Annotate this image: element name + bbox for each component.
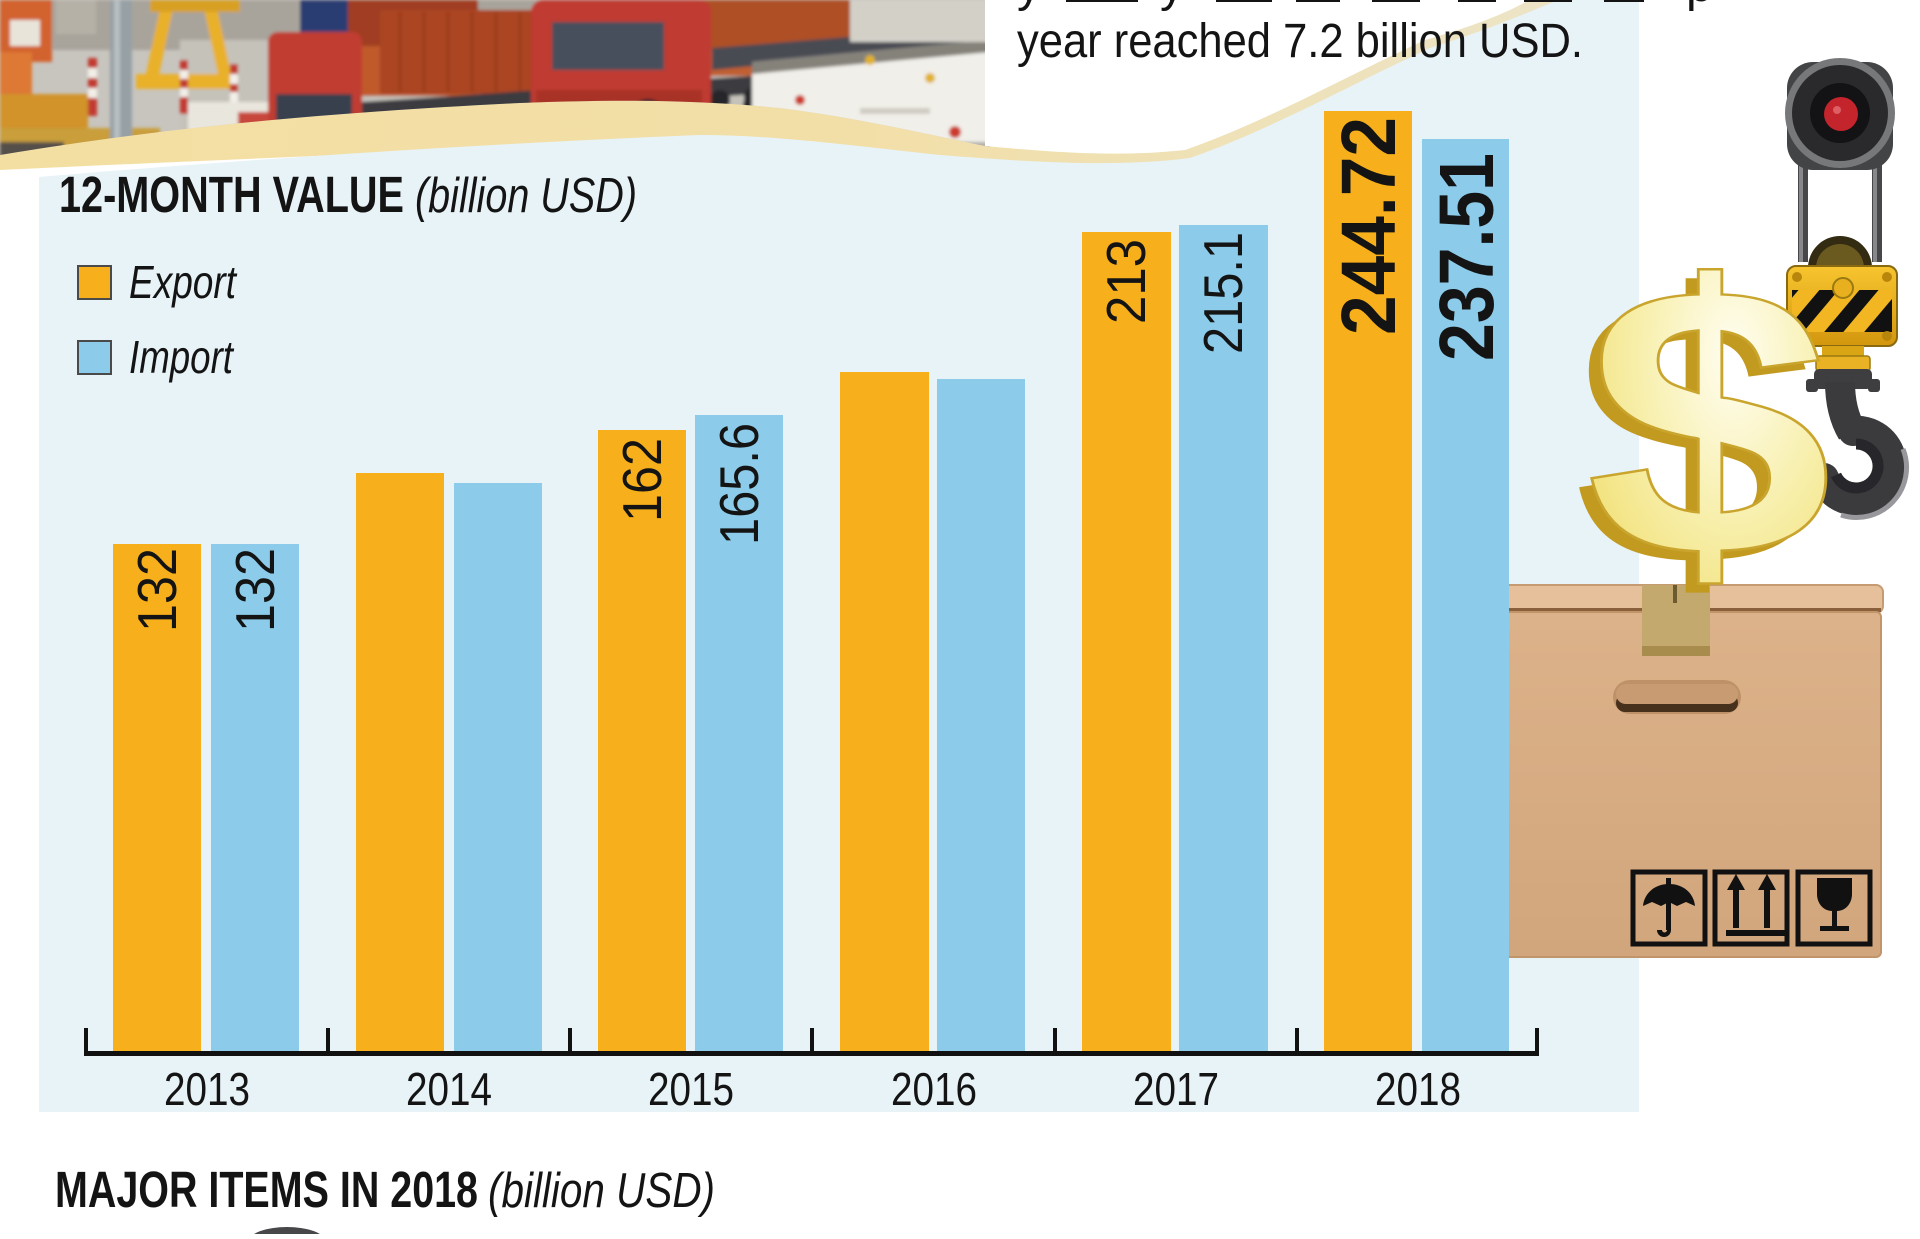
svg-text:y: y [1017, 0, 1041, 12]
svg-text:y: y [1160, 0, 1184, 12]
svg-text:Export: Export [129, 256, 238, 308]
svg-text:2016: 2016 [891, 1063, 977, 1115]
svg-text:215.1: 215.1 [1192, 232, 1254, 354]
svg-text:237.51: 237.51 [1424, 153, 1510, 361]
svg-text:132: 132 [126, 548, 188, 632]
svg-text:2013: 2013 [164, 1063, 250, 1115]
svg-text:MAJOR ITEMS IN 2018: MAJOR ITEMS IN 2018 [55, 1161, 478, 1218]
svg-text:2015: 2015 [648, 1063, 734, 1115]
svg-text:2014: 2014 [406, 1063, 492, 1115]
svg-text:$: $ [1586, 206, 1832, 637]
svg-text:213: 213 [1095, 239, 1157, 324]
svg-text:$: $ [1573, 215, 1819, 646]
svg-text:(billion USD): (billion USD) [415, 169, 637, 223]
svg-text:p: p [1686, 0, 1713, 12]
svg-text:162: 162 [611, 438, 673, 522]
svg-text:132: 132 [224, 548, 286, 632]
svg-text:2018: 2018 [1375, 1063, 1461, 1115]
svg-text:244.72: 244.72 [1326, 117, 1412, 335]
svg-text:year reached 7.2 billion USD.: year reached 7.2 billion USD. [1017, 15, 1583, 68]
svg-text:Import: Import [129, 331, 235, 383]
svg-text:2017: 2017 [1133, 1063, 1219, 1115]
svg-text:12-MONTH VALUE: 12-MONTH VALUE [59, 166, 404, 223]
svg-text:165.6: 165.6 [708, 423, 770, 545]
svg-text:(billion USD): (billion USD) [488, 1164, 715, 1218]
